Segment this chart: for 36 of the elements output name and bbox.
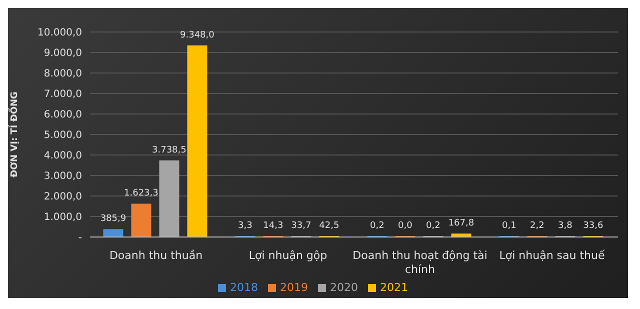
data-label: 385,9 [100, 214, 126, 224]
y-tick-label: 1.000,0 [44, 212, 82, 224]
data-label: 9.348,0 [180, 30, 215, 40]
legend-label: 2019 [280, 281, 308, 294]
legend-label: 2018 [230, 281, 258, 294]
data-label: 167,8 [448, 218, 474, 229]
data-label: 33,6 [583, 221, 604, 231]
y-tick-label: 2.000,0 [44, 192, 82, 203]
data-label: 3,8 [558, 221, 573, 231]
data-label: 14,3 [263, 221, 284, 231]
data-label: 0,1 [502, 221, 516, 231]
y-tick-label: 6.000,0 [44, 110, 82, 121]
data-label: 33,7 [291, 221, 312, 231]
legend-label: 2020 [330, 281, 358, 294]
data-label: 1.623,3 [124, 188, 158, 199]
x-tick-label: Lợi nhuận gộp [248, 249, 328, 262]
data-label: 3,3 [238, 221, 252, 231]
y-axis-title: ĐƠN VỊ: TỈ ĐỒNG [7, 92, 20, 178]
x-tick-label: Doanh thu thuần [109, 249, 203, 262]
y-tick-label: 4.000,0 [44, 150, 82, 162]
y-tick-label: 3.000,0 [44, 171, 82, 182]
legend-label: 2021 [380, 281, 408, 294]
data-label: 0,2 [426, 221, 440, 231]
y-tick-label: - [78, 232, 82, 244]
x-tick-label: Lợi nhuận sau thuế [499, 249, 605, 262]
y-tick-label: 10.000,0 [37, 28, 82, 39]
data-label: 42,5 [319, 221, 340, 231]
y-tick-label: 5.000,0 [44, 130, 82, 142]
data-label: 0,2 [370, 221, 384, 231]
y-tick-label: 8.000,0 [44, 68, 82, 80]
x-tick-label: Doanh thu hoạt động tài chính [352, 249, 488, 276]
y-tick-label: 7.000,0 [44, 89, 82, 100]
data-label: 0,0 [398, 221, 413, 231]
data-label: 2,2 [530, 221, 544, 231]
y-tick-label: 9.000,0 [44, 48, 82, 60]
data-label: 3.738,5 [152, 145, 186, 156]
